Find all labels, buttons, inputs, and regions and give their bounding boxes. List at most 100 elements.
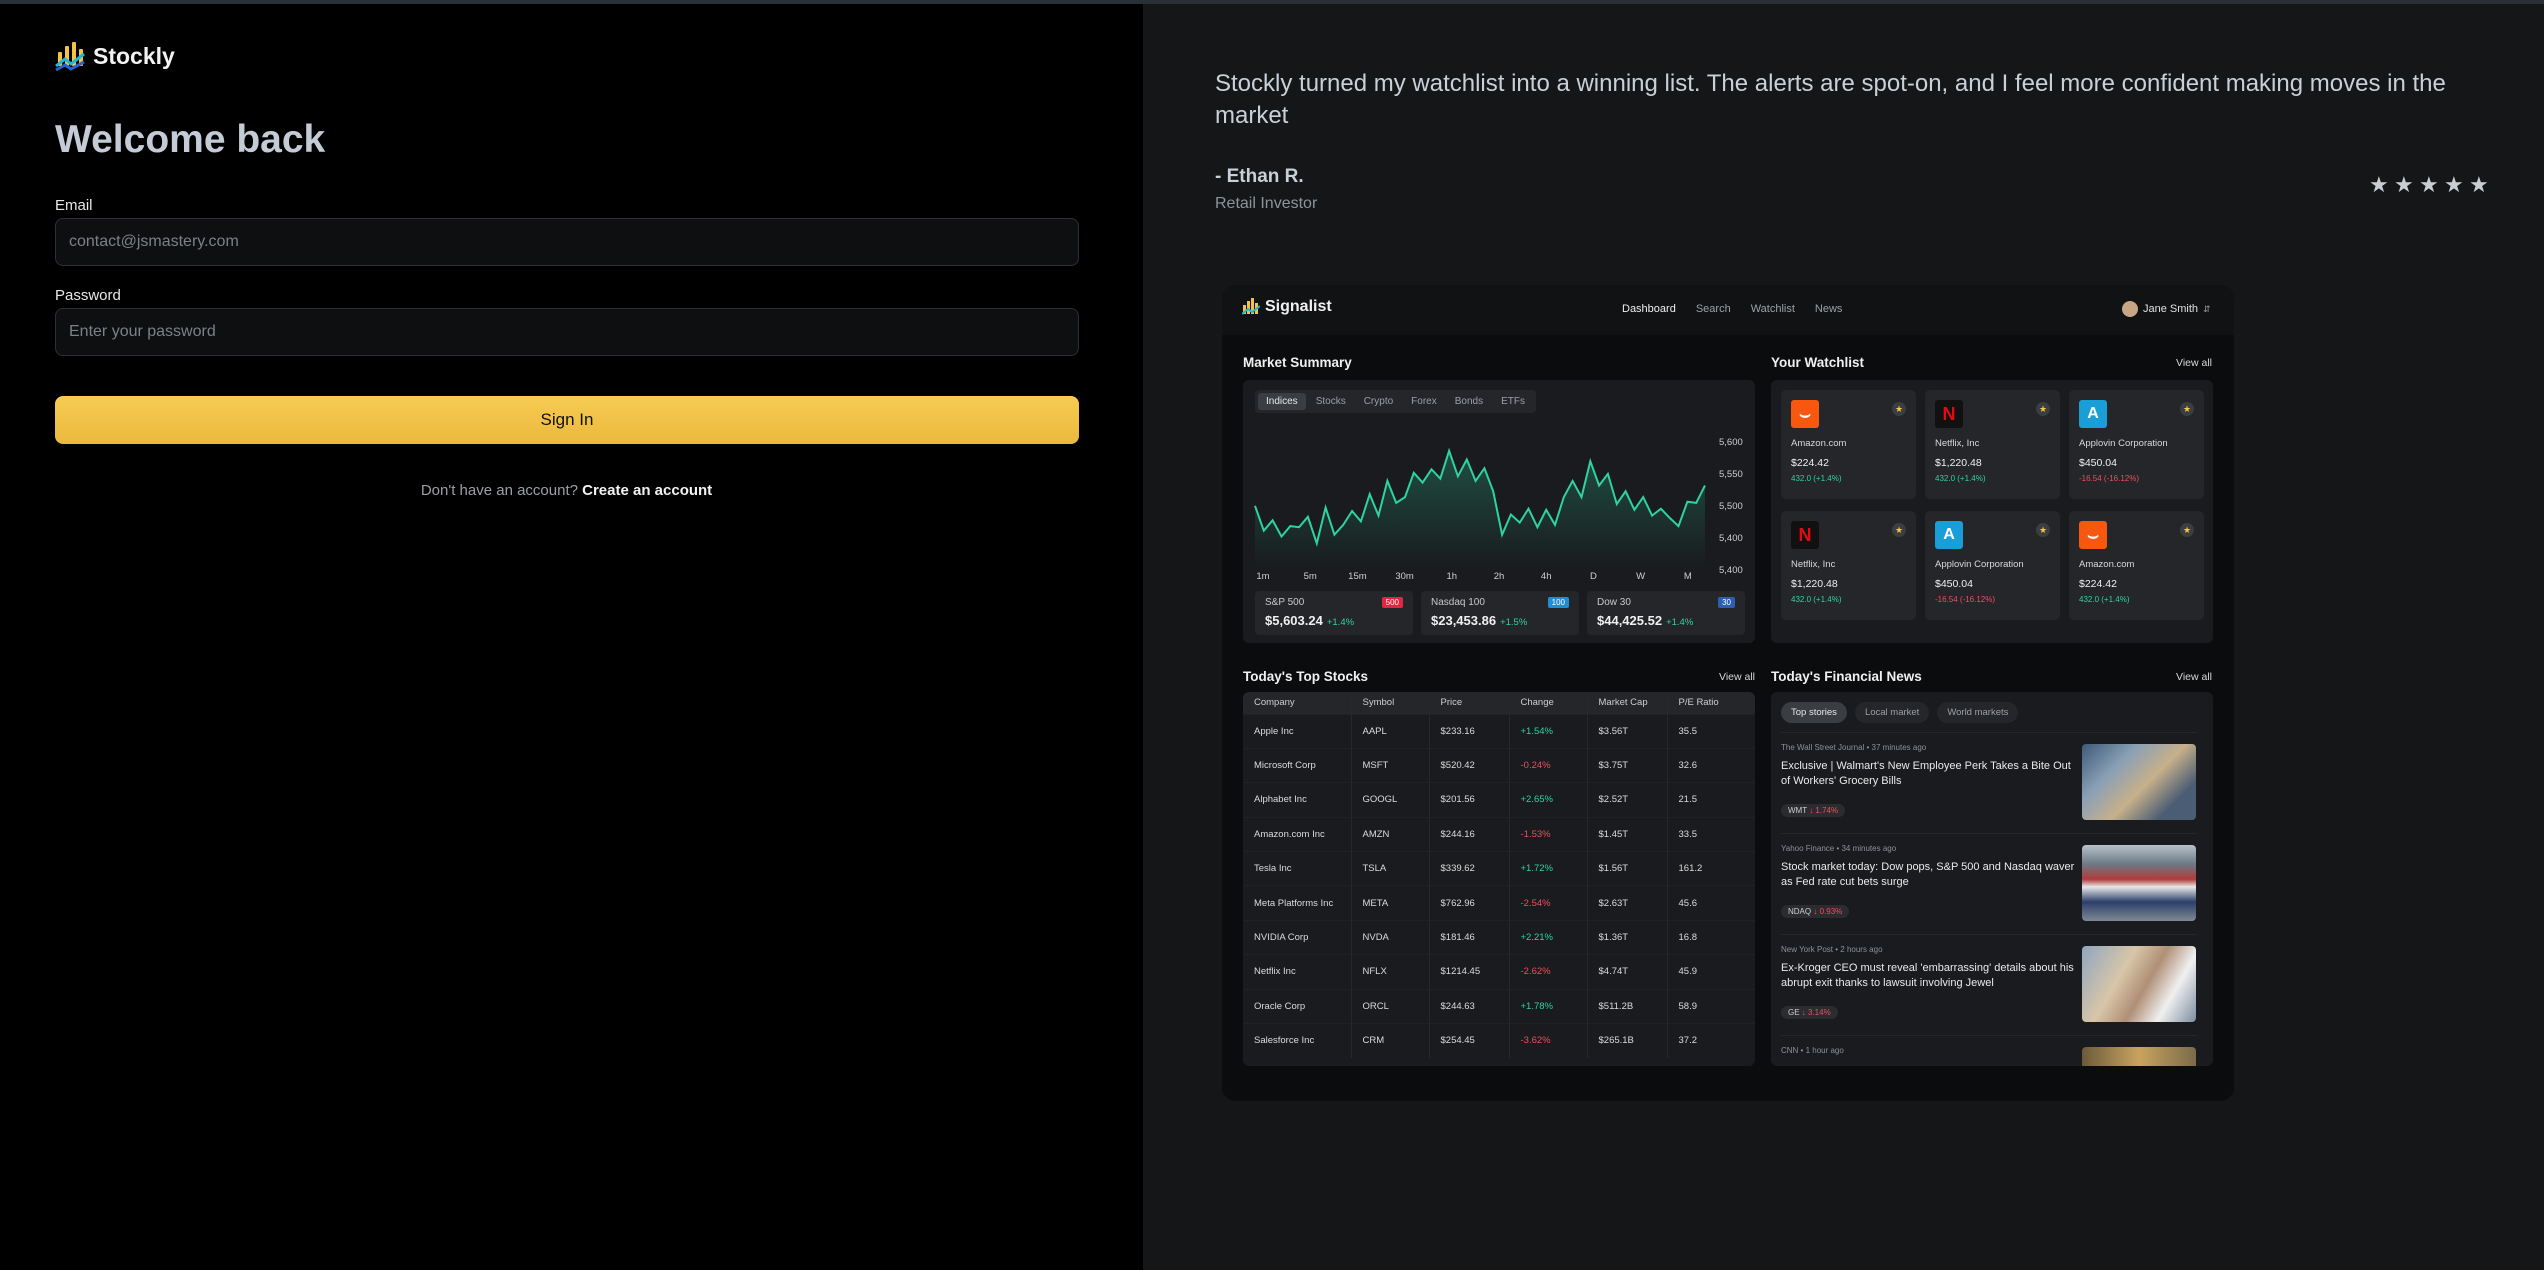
x-tick-label: W xyxy=(1636,571,1645,582)
email-label: Email xyxy=(55,197,93,214)
x-tick-label: 15m xyxy=(1348,571,1367,582)
preview-nav-news: News xyxy=(1814,303,1843,315)
password-label: Password xyxy=(55,287,121,304)
rating-stars: ★ ★ ★ ★ ★ xyxy=(2369,174,2491,196)
signup-prompt-text: Don't have an account? xyxy=(420,482,578,499)
company-name: Applovin Corporation xyxy=(1935,559,2024,570)
table-cell: 58.9 xyxy=(1666,988,1755,1024)
table-row: Tesla Inc TSLA $339.62 +1.72% $1.56T 161.2 xyxy=(1243,851,1755,886)
amazon-logo-icon: ⌣ xyxy=(1791,400,1819,428)
x-tick-label: 30m xyxy=(1395,571,1414,582)
watchlist-item: N ★ Netflix, Inc $1,220.48 432.0 (+1.4%) xyxy=(1781,511,1916,620)
column-header: Change xyxy=(1508,692,1587,714)
table-cell: 35.5 xyxy=(1666,713,1755,749)
password-field[interactable] xyxy=(55,308,1079,356)
tab-stocks: Stocks xyxy=(1315,396,1346,407)
star-icon: ★ xyxy=(2444,172,2464,197)
index-badge: 500 xyxy=(1381,597,1403,608)
table-cell: ORCL xyxy=(1350,988,1429,1024)
change: 432.0 (+1.4%) xyxy=(1791,595,1842,604)
preview-brand-name: Signalist xyxy=(1265,298,1332,315)
x-tick-label: M xyxy=(1684,571,1692,582)
tab-forex: Forex xyxy=(1411,396,1437,407)
table-cell: TSLA xyxy=(1350,851,1429,886)
applovin-logo-icon: A xyxy=(2079,400,2107,428)
top-stocks-title: Today's Top Stocks xyxy=(1243,669,1368,684)
price: $1,220.48 xyxy=(1935,457,1982,469)
brand-name: Stockly xyxy=(93,42,175,69)
index-name: S&P 500 xyxy=(1265,597,1305,608)
star-icon: ★ xyxy=(1892,402,1906,416)
create-account-link[interactable]: Create an account xyxy=(582,482,713,499)
change: -16.54 (-16.12%) xyxy=(1935,595,1996,604)
chart-series-line xyxy=(1254,447,1706,547)
sign-in-button[interactable]: Sign In xyxy=(55,396,1079,444)
table-cell: NVDA xyxy=(1350,919,1429,955)
news-view-all: View all xyxy=(2176,671,2212,683)
company-name: Netflix, Inc xyxy=(1935,438,1980,449)
table-cell: MSFT xyxy=(1350,747,1429,783)
table-cell: $2.52T xyxy=(1586,782,1667,818)
x-tick-label: 5m xyxy=(1304,571,1317,582)
news-thumbnail xyxy=(2082,1047,2196,1066)
news-tabs: Top stories Local market World markets xyxy=(1781,702,2019,723)
table-cell: Salesforce Inc xyxy=(1243,1023,1351,1058)
tab-etfs: ETFs xyxy=(1501,396,1525,407)
tab-bonds: Bonds xyxy=(1454,396,1484,407)
watchlist-card: ⌣ ★ Amazon.com $224.42 432.0 (+1.4%) N ★ Netfli… xyxy=(1771,380,2213,643)
y-tick-label: 5,550 xyxy=(1719,469,1743,480)
column-header: P/E Ratio xyxy=(1666,692,1755,714)
table-cell: 45.6 xyxy=(1666,885,1755,921)
auth-panel: Stockly Welcome back Email Password Sign… xyxy=(0,4,1143,1270)
table-cell: 21.5 xyxy=(1666,782,1755,818)
index-name: Dow 30 xyxy=(1597,597,1631,608)
table-cell: CRM xyxy=(1350,1023,1429,1058)
testimonial-author: - Ethan R. xyxy=(1215,166,1304,187)
news-tab-world: World markets xyxy=(1937,702,2019,723)
showcase-panel: Stockly turned my watchlist into a winni… xyxy=(1143,4,2544,1270)
star-icon: ★ xyxy=(2180,523,2194,537)
table-cell: $1.36T xyxy=(1586,919,1667,955)
news-headline: Exclusive | Walmart's New Employee Perk … xyxy=(1781,760,2071,787)
table-cell: $181.46 xyxy=(1428,919,1509,955)
table-cell: GOOGL xyxy=(1350,782,1429,818)
email-field[interactable] xyxy=(55,218,1079,266)
news-thumbnail xyxy=(2082,744,2196,820)
watchlist-item: ⌣ ★ Amazon.com $224.42 432.0 (+1.4%) xyxy=(2069,511,2204,620)
table-cell: Oracle Corp xyxy=(1243,988,1351,1024)
news-tab-local: Local market xyxy=(1854,702,1930,723)
company-name: Amazon.com xyxy=(1791,438,1847,449)
news-item: The Wall Street Journal • 37 minutes ago… xyxy=(1781,732,2197,824)
table-cell: $3.56T xyxy=(1586,713,1667,749)
brand[interactable]: Stockly xyxy=(55,40,175,72)
news-thumbnail xyxy=(2082,845,2196,921)
watchlist-item: A ★ Applovin Corporation $450.04 -16.54 (-16… xyxy=(2069,390,2204,499)
company-name: Applovin Corporation xyxy=(2079,438,2168,449)
y-tick-label: 5,600 xyxy=(1719,437,1743,448)
table-row: Meta Platforms Inc META $762.96 -2.54% $2.63… xyxy=(1243,885,1755,921)
chevron-updown-icon: ⇵ xyxy=(2203,303,2211,314)
table-cell: Tesla Inc xyxy=(1243,851,1351,886)
y-tick-label: 5,400 xyxy=(1719,565,1743,576)
table-row: NVIDIA Corp NVDA $181.46 +2.21% $1.36T 16.8 xyxy=(1243,919,1755,955)
watchlist-item: A ★ Applovin Corporation $450.04 -16.54 (-16… xyxy=(1925,511,2060,620)
table-cell: 37.2 xyxy=(1666,1023,1755,1058)
preview-nav-watchlist: Watchlist xyxy=(1750,303,1795,315)
star-icon: ★ xyxy=(1892,523,1906,537)
column-header: Market Cap xyxy=(1586,692,1667,714)
y-tick-label: 5,500 xyxy=(1719,501,1743,512)
table-row: Amazon.com Inc AMZN $244.16 -1.53% $1.45T 33.… xyxy=(1243,816,1755,852)
table-cell: $1.45T xyxy=(1586,816,1667,852)
table-cell: 161.2 xyxy=(1666,851,1755,886)
watchlist-item: ⌣ ★ Amazon.com $224.42 432.0 (+1.4%) xyxy=(1781,390,1916,499)
table-cell: NFLX xyxy=(1350,954,1429,990)
market-summary-card: Indices Stocks Crypto Forex Bonds ETFs 5… xyxy=(1243,380,1755,643)
chart-area-fill xyxy=(1255,450,1705,568)
applovin-logo-icon: A xyxy=(1935,521,1963,549)
x-tick-label: 1h xyxy=(1447,571,1458,582)
table-cell: -3.62% xyxy=(1508,1023,1587,1058)
table-cell: AMZN xyxy=(1350,816,1429,852)
x-tick-label: 2h xyxy=(1494,571,1505,582)
testimonial-quote: Stockly turned my watchlist into a winni… xyxy=(1215,70,2446,129)
index-badge: 30 xyxy=(1718,597,1735,608)
